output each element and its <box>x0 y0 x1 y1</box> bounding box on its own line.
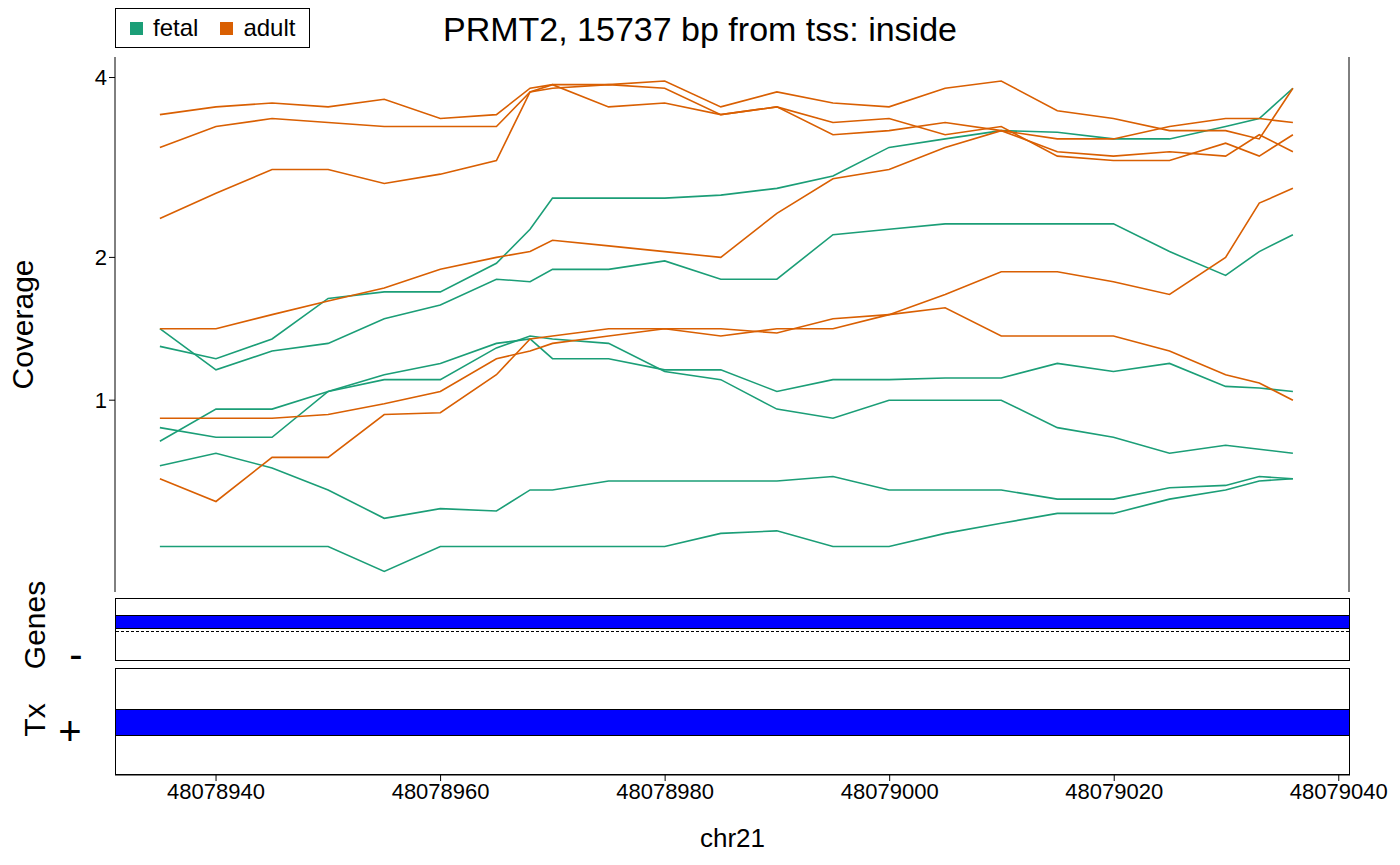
svg-text:Coverage: Coverage <box>8 259 39 389</box>
svg-text:4: 4 <box>95 65 107 90</box>
svg-text:48079040: 48079040 <box>1290 779 1388 804</box>
html-text:adult: adult <box>243 14 296 41</box>
html-text:PRMT2, 15737 bp from tss: insi: PRMT2, 15737 bp from tss: inside <box>443 10 957 48</box>
svg-text:48078980: 48078980 <box>616 779 714 804</box>
svg-text:+: + <box>58 709 81 753</box>
svg-text:48079020: 48079020 <box>1065 779 1163 804</box>
svg-text:Tx: Tx <box>18 703 51 736</box>
svg-text:chr21: chr21 <box>700 823 765 853</box>
svg-text:Genes: Genes <box>18 581 51 669</box>
svg-text:48079000: 48079000 <box>841 779 939 804</box>
svg-text:2: 2 <box>95 245 107 270</box>
svg-text:48078960: 48078960 <box>392 779 490 804</box>
svg-text:48078940: 48078940 <box>167 779 265 804</box>
svg-text:-: - <box>69 632 82 676</box>
html-text:fetal: fetal <box>153 14 199 41</box>
svg-text:1: 1 <box>95 388 107 413</box>
